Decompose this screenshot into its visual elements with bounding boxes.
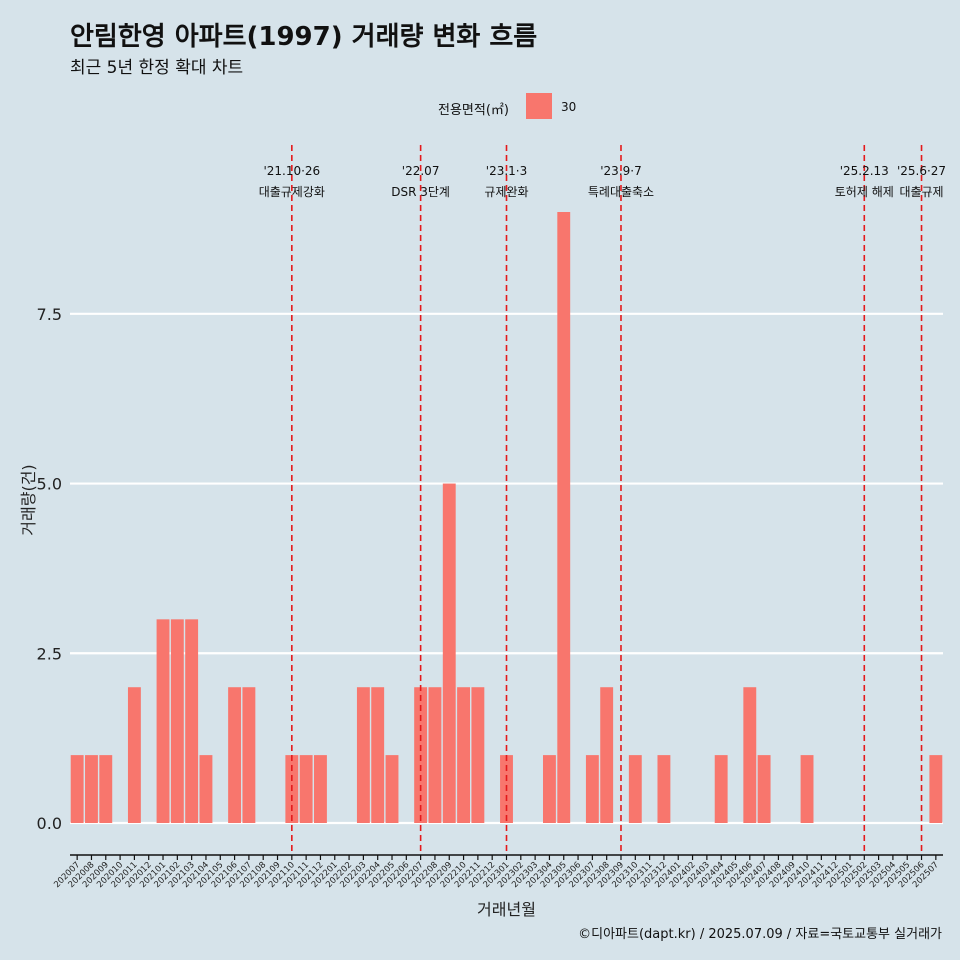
bar	[156, 619, 170, 823]
bar	[929, 755, 943, 823]
event-date-label: '25.6·27	[897, 164, 946, 178]
event-name-label: DSR 3단계	[391, 185, 450, 199]
event-name-label: 토허제 해제	[835, 185, 894, 199]
bar	[757, 755, 771, 823]
event-name-label: 대출규제강화	[259, 185, 325, 199]
bar	[299, 755, 313, 823]
legend-title: 전용면적(㎡)	[438, 103, 509, 118]
bar	[714, 755, 728, 823]
legend-label: 30	[561, 100, 577, 114]
event-name-label: 대출규제	[899, 185, 943, 199]
bar	[127, 687, 141, 823]
x-axis-title: 거래년월	[477, 900, 536, 919]
bar	[457, 687, 471, 823]
event-name-label: 규제완화	[484, 185, 528, 199]
bar	[585, 755, 599, 823]
event-date-label: '22.07	[402, 164, 440, 178]
bar	[385, 755, 399, 823]
y-tick-label: 5.0	[37, 475, 62, 494]
bar	[428, 687, 442, 823]
bar	[85, 755, 98, 823]
bar	[800, 755, 814, 823]
y-tick-label: 2.5	[37, 644, 62, 663]
bar	[600, 687, 614, 823]
bar	[170, 619, 184, 823]
y-axis-title: 거래량(건)	[19, 464, 38, 535]
bar	[242, 687, 256, 823]
chart-subtitle: 최근 5년 한정 확대 차트	[70, 58, 244, 78]
legend-swatch	[526, 93, 552, 119]
bar	[228, 687, 242, 823]
bar	[356, 687, 370, 823]
bar	[99, 755, 113, 823]
y-tick-label: 0.0	[37, 814, 62, 833]
bar	[743, 687, 757, 823]
source-caption: ©디아파트(dapt.kr) / 2025.07.09 / 자료=국토교통부 실…	[578, 927, 942, 942]
event-date-label: '21.10·26	[263, 164, 320, 178]
bar	[371, 687, 385, 823]
event-date-label: '23.1·3	[486, 164, 527, 178]
bar	[314, 755, 327, 823]
bar	[542, 755, 556, 823]
bar	[628, 755, 642, 823]
bar	[199, 755, 213, 823]
bar	[657, 755, 671, 823]
bar	[70, 755, 84, 823]
y-tick-label: 7.5	[37, 305, 62, 324]
bar	[442, 483, 456, 823]
bar	[471, 687, 485, 823]
chart-title: 안림한영 아파트(1997) 거래량 변화 흐름	[70, 22, 538, 52]
legend: 전용면적(㎡) 30	[0, 93, 960, 121]
event-date-label: '23.9·7	[600, 164, 641, 178]
bar	[557, 212, 571, 823]
bar	[185, 619, 199, 823]
event-date-label: '25.2.13	[840, 164, 889, 178]
event-name-label: 특례대출축소	[588, 185, 654, 199]
